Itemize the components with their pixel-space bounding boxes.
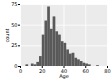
svg-text:40: 40	[60, 68, 68, 75]
svg-text:0: 0	[19, 68, 22, 74]
svg-text:20: 20	[39, 68, 45, 74]
svg-text:80: 80	[104, 68, 110, 74]
svg-text:75: 75	[11, 1, 17, 7]
svg-text:Age: Age	[59, 73, 69, 80]
svg-text:0: 0	[14, 63, 17, 69]
svg-text:count: count	[4, 28, 10, 42]
svg-text:25: 25	[11, 42, 17, 48]
svg-text:50: 50	[11, 22, 17, 28]
svg-text:60: 60	[83, 68, 89, 74]
